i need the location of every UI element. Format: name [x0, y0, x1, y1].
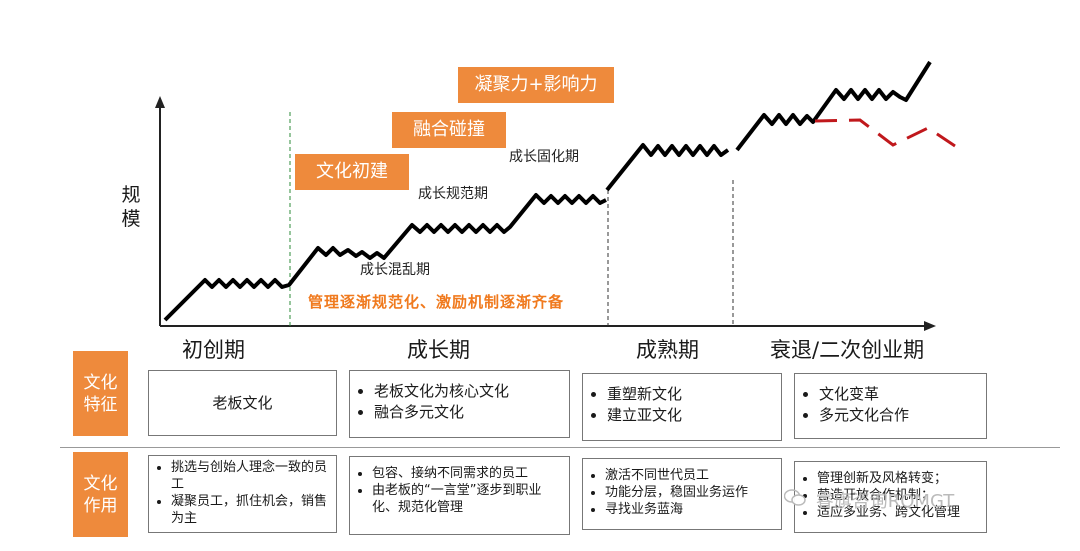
row-head-roles-line1: 文化: [83, 473, 118, 494]
role-box-decline: 管理创新及风格转变； 营造开放合作机制； 适应多业务、跨文化管理: [794, 461, 987, 533]
role-item: 适应多业务、跨文化管理: [817, 504, 980, 521]
x-axis-arrow: [924, 321, 936, 331]
role-item: 由老板的“一言堂”逐步到职业化、规范化管理: [372, 482, 563, 516]
role-item: 营造开放合作机制；: [817, 487, 980, 504]
y-axis-arrow: [155, 96, 165, 108]
feature-item: 重塑新文化: [607, 384, 773, 405]
stage-label-maturity: 成熟期: [636, 338, 699, 362]
role-box-startup: 挑选与创始人理念一致的员工 凝聚员工，抓住机会，销售为主: [148, 455, 337, 533]
management-note: 管理逐渐规范化、激励机制逐渐齐备: [308, 293, 565, 311]
stage-label-startup: 初创期: [182, 338, 245, 362]
growth-curve-chart: [155, 60, 956, 331]
role-item: 寻找业务蓝海: [605, 501, 775, 518]
wechat-icon: [783, 489, 806, 512]
section-divider: [60, 447, 1060, 448]
role-box-growth: 包容、接纳不同需求的员工 由老板的“一言堂”逐步到职业化、规范化管理: [349, 456, 570, 535]
culture-tag-integration: 融合碰撞: [392, 112, 506, 148]
period-normalized: 成长规范期: [418, 186, 488, 202]
role-item: 管理创新及风格转变；: [817, 470, 980, 487]
feature-box-startup: 老板文化: [148, 370, 337, 436]
feature-item: 文化变革: [819, 384, 978, 405]
feature-item: 老板文化为核心文化: [374, 381, 561, 402]
growth-curve-renewal: [735, 60, 932, 152]
period-solidified: 成长固化期: [509, 149, 579, 165]
culture-tag-initial: 文化初建: [295, 154, 409, 190]
role-item: 功能分层，稳固业务运作: [605, 484, 775, 501]
y-axis-label: 规模: [121, 184, 141, 230]
feature-box-maturity: 重塑新文化 建立亚文化: [582, 373, 782, 441]
feature-box-decline: 文化变革 多元文化合作: [794, 373, 987, 439]
growth-curve-startup: [163, 193, 607, 322]
growth-curve-maturity: [605, 143, 730, 192]
row-head-roles: 文化 作用: [73, 452, 128, 537]
role-item: 包容、接纳不同需求的员工: [372, 465, 563, 482]
feature-item: 融合多元文化: [374, 402, 561, 423]
role-box-maturity: 激活不同世代员工 功能分层，稳固业务运作 寻找业务蓝海: [582, 458, 782, 530]
decline-curve: [814, 118, 956, 148]
row-head-features-line1: 文化: [83, 372, 118, 393]
feature-text: 老板文化: [212, 393, 273, 412]
row-head-roles-line2: 作用: [83, 495, 118, 516]
feature-item: 建立亚文化: [607, 405, 773, 426]
period-chaotic: 成长混乱期: [360, 262, 430, 278]
feature-item: 多元文化合作: [819, 405, 978, 426]
role-item: 激活不同世代员工: [605, 467, 775, 484]
role-item: 挑选与创始人理念一致的员工: [171, 459, 330, 493]
watermark: 睿旗咨询RQMGT: [783, 487, 955, 513]
culture-tag-cohesion: 凝聚力+影响力: [458, 67, 614, 103]
role-item: 凝聚员工，抓住机会，销售为主: [171, 493, 330, 527]
row-head-features: 文化 特征: [73, 351, 128, 436]
stage-label-decline: 衰退/二次创业期: [770, 338, 925, 362]
feature-box-growth: 老板文化为核心文化 融合多元文化: [349, 370, 570, 438]
watermark-text: 睿旗咨询RQMGT: [815, 491, 955, 512]
row-head-features-line2: 特征: [83, 394, 118, 415]
stage-label-growth: 成长期: [407, 338, 470, 362]
